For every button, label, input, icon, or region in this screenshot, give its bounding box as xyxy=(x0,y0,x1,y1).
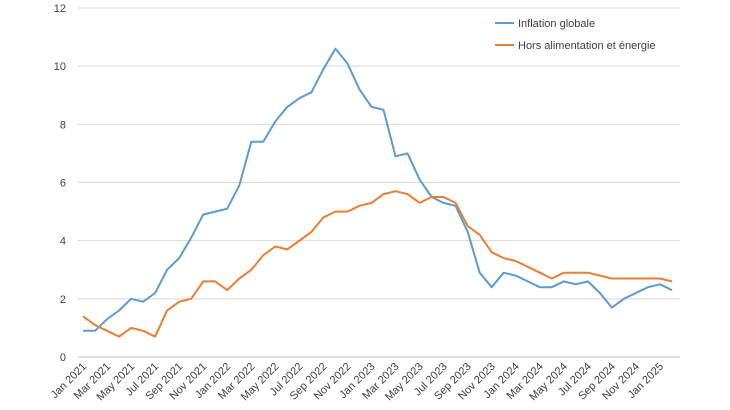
y-tick-label: 4 xyxy=(60,236,66,248)
series-line-1 xyxy=(82,190,673,338)
legend-label-inflation-globale: Inflation globale xyxy=(518,18,595,30)
series-line-0 xyxy=(83,47,673,332)
y-tick-label: 10 xyxy=(54,61,66,73)
y-tick-label: 2 xyxy=(60,294,66,306)
y-tick-label: 6 xyxy=(60,178,66,190)
legend-label-hors-alimentation: Hors alimentation et énergie xyxy=(518,40,656,52)
legend: Inflation globale Hors alimentation et é… xyxy=(495,18,656,52)
y-tick-label: 0 xyxy=(60,352,66,364)
series-lines xyxy=(82,47,673,338)
gridlines xyxy=(78,7,680,358)
y-tick-label: 12 xyxy=(54,3,66,15)
y-tick-label: 8 xyxy=(60,119,66,131)
